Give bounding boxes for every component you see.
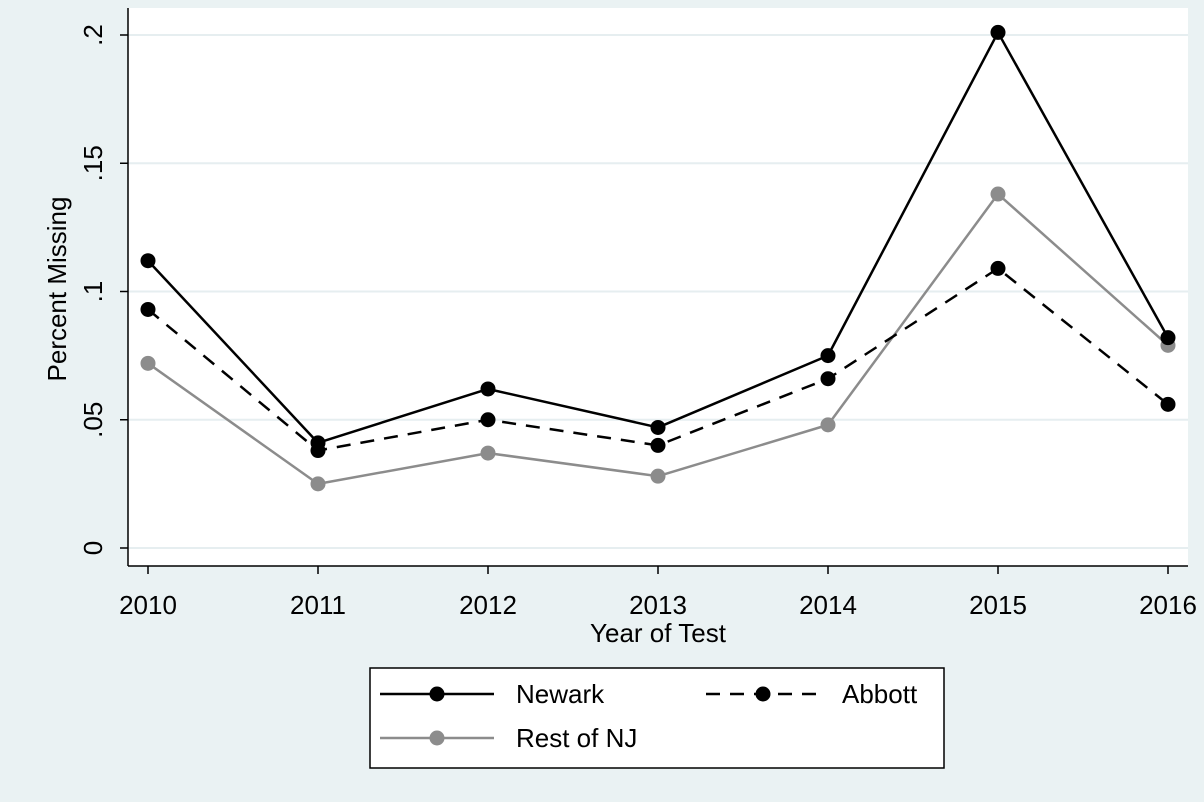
x-tick-label-0: 2010 bbox=[119, 590, 177, 620]
x-tick-label-6: 2016 bbox=[1139, 590, 1197, 620]
x-tick-label-5: 2015 bbox=[969, 590, 1027, 620]
series-0-point-6 bbox=[1160, 330, 1176, 346]
grid-lines bbox=[128, 34, 1188, 549]
series-0-point-5 bbox=[990, 24, 1006, 40]
series-2-point-1 bbox=[310, 476, 326, 492]
series-2-point-3 bbox=[650, 468, 666, 484]
series-1-point-2 bbox=[480, 412, 496, 428]
series-0-point-2 bbox=[480, 381, 496, 397]
x-tick-label-4: 2014 bbox=[799, 590, 857, 620]
series-2-point-4 bbox=[820, 417, 836, 433]
series-1-point-0 bbox=[140, 301, 156, 317]
y-tick-label-4: .2 bbox=[78, 24, 108, 46]
series-2-point-5 bbox=[990, 186, 1006, 202]
series-group bbox=[140, 24, 1176, 492]
series-0-point-4 bbox=[820, 348, 836, 364]
series-0-point-1 bbox=[310, 435, 326, 451]
series-0-point-3 bbox=[650, 419, 666, 435]
series-1-point-6 bbox=[1160, 396, 1176, 412]
series-2-point-0 bbox=[140, 355, 156, 371]
series-0-point-0 bbox=[140, 253, 156, 269]
series-1-point-3 bbox=[650, 437, 666, 453]
x-axis-ticks: 2010 2011 2012 2013 2014 2015 2016 bbox=[119, 566, 1197, 620]
legend-label-1: Abbott bbox=[842, 679, 918, 709]
x-tick-label-1: 2011 bbox=[290, 590, 346, 620]
y-tick-label-1: .05 bbox=[78, 402, 108, 438]
series-1-point-4 bbox=[820, 371, 836, 387]
legend: Newark Abbott Rest of NJ bbox=[369, 667, 945, 769]
series-1-point-5 bbox=[990, 260, 1006, 276]
x-axis-title: Year of Test bbox=[590, 618, 727, 648]
y-tick-label-0: 0 bbox=[78, 541, 108, 555]
legend-label-2: Rest of NJ bbox=[516, 723, 637, 753]
y-tick-label-3: .15 bbox=[78, 145, 108, 181]
legend-marker-1 bbox=[755, 686, 771, 702]
y-axis-title: Percent Missing bbox=[42, 197, 72, 382]
legend-label-0: Newark bbox=[516, 679, 605, 709]
legend-marker-2 bbox=[429, 730, 445, 746]
legend-marker-0 bbox=[429, 686, 445, 702]
x-tick-label-3: 2013 bbox=[629, 590, 687, 620]
series-2-point-2 bbox=[480, 445, 496, 461]
legend-box bbox=[369, 667, 945, 769]
y-tick-label-2: .1 bbox=[78, 281, 108, 303]
x-tick-label-2: 2012 bbox=[459, 590, 517, 620]
y-axis-ticks: 0 .05 .1 .15 .2 bbox=[78, 24, 128, 555]
